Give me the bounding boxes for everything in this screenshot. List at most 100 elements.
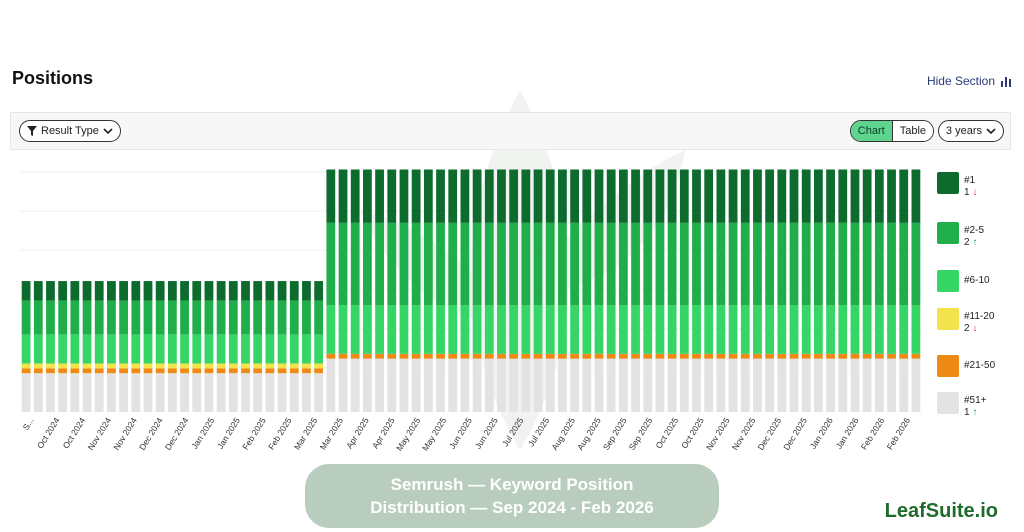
bar-stack[interactable] <box>21 281 31 412</box>
legend-item-11-20[interactable]: #11-20 2 ↓ <box>937 308 994 335</box>
bar-stack[interactable] <box>509 169 519 413</box>
bar-stack[interactable] <box>277 281 287 412</box>
bar-stack[interactable] <box>204 281 214 412</box>
bar-stack[interactable] <box>814 169 823 413</box>
legend-item-6-10[interactable]: #6-10 <box>937 270 990 292</box>
bar-stack[interactable] <box>765 169 775 413</box>
bar-stack[interactable] <box>302 281 311 412</box>
bar-stack[interactable] <box>326 169 336 413</box>
bar-stack[interactable] <box>436 169 445 413</box>
bar-stack[interactable] <box>582 169 592 413</box>
result-type-filter[interactable]: Result Type <box>19 120 121 142</box>
bar-stack[interactable] <box>887 169 896 413</box>
bar-stack[interactable] <box>826 169 835 413</box>
bar-stack[interactable] <box>692 169 701 413</box>
bar-stack[interactable] <box>289 281 299 412</box>
bar-stack[interactable] <box>704 169 714 413</box>
bar-stack[interactable] <box>155 281 165 412</box>
bar-stack[interactable] <box>753 169 762 413</box>
bar-stack[interactable] <box>679 169 689 413</box>
bar-stack[interactable] <box>594 169 604 413</box>
bar-stack[interactable] <box>521 169 531 413</box>
bar-stack[interactable] <box>606 169 616 413</box>
bar-segment <box>679 222 689 306</box>
bar-segment <box>21 300 31 335</box>
bar-stack[interactable] <box>180 281 189 412</box>
bar-stack[interactable] <box>314 281 324 412</box>
bar-stack[interactable] <box>33 281 43 412</box>
bar-stack[interactable] <box>387 169 397 413</box>
bar-stack[interactable] <box>350 169 360 413</box>
bar-stack[interactable] <box>399 169 409 413</box>
bar-stack[interactable] <box>655 169 665 413</box>
bar-stack[interactable] <box>862 169 872 413</box>
bar-stack[interactable] <box>728 169 738 413</box>
bar-stack[interactable] <box>740 169 750 413</box>
bar-segment <box>167 363 177 369</box>
bar-stack[interactable] <box>265 281 275 412</box>
date-range-select[interactable]: 3 years <box>937 120 1004 142</box>
bar-stack[interactable] <box>58 281 68 412</box>
bar-stack[interactable] <box>618 169 628 413</box>
bar-stack[interactable] <box>533 169 543 413</box>
bar-stack[interactable] <box>899 169 909 413</box>
bar-stack[interactable] <box>545 169 555 413</box>
bar-segment <box>728 169 738 223</box>
legend-item-2-5[interactable]: #2-5 2 ↑ <box>937 222 984 249</box>
bar-stack[interactable] <box>143 281 153 412</box>
bar-stack[interactable] <box>911 169 921 413</box>
bar-stack[interactable] <box>789 169 799 413</box>
table-view-tab[interactable]: Table <box>891 121 933 141</box>
bar-stack[interactable] <box>460 169 470 413</box>
bar-segment <box>338 222 348 306</box>
bar-stack[interactable] <box>484 169 494 413</box>
bar-stack[interactable] <box>558 169 567 413</box>
bar-segment <box>58 300 68 335</box>
bar-segment <box>692 169 701 223</box>
hide-section-button[interactable]: Hide Section <box>927 74 1012 88</box>
bar-stack[interactable] <box>667 169 677 413</box>
bar-stack[interactable] <box>850 169 860 413</box>
bar-stack[interactable] <box>631 169 640 413</box>
legend-item-1[interactable]: #1 1 ↓ <box>937 172 977 199</box>
bar-stack[interactable] <box>448 169 458 413</box>
bar-stack[interactable] <box>253 281 263 412</box>
bar-stack[interactable] <box>228 281 238 412</box>
bar-stack[interactable] <box>411 169 421 413</box>
bar-stack[interactable] <box>643 169 653 413</box>
bar-stack[interactable] <box>192 281 202 412</box>
bar-stack[interactable] <box>70 281 80 412</box>
bar-segment <box>753 353 762 359</box>
legend-item-51-plus[interactable]: #51+ 1 ↑ <box>937 392 987 419</box>
bar-stack[interactable] <box>497 169 506 413</box>
bar-stack[interactable] <box>423 169 433 413</box>
chart-view-tab[interactable]: Chart <box>850 121 892 141</box>
x-tick-label: May 2025 <box>420 416 448 453</box>
bar-stack[interactable] <box>801 169 811 413</box>
bar-stack[interactable] <box>375 169 384 413</box>
bar-stack[interactable] <box>216 281 226 412</box>
bar-stack[interactable] <box>119 281 128 412</box>
bar-segment <box>911 169 921 223</box>
bar-stack[interactable] <box>131 281 141 412</box>
bar-segment <box>716 222 726 306</box>
bar-stack[interactable] <box>94 281 104 412</box>
bar-stack[interactable] <box>874 169 884 413</box>
bar-segment <box>155 368 165 374</box>
legend-item-21-50[interactable]: #21-50 <box>937 355 995 377</box>
bar-stack[interactable] <box>777 169 787 413</box>
bar-stack[interactable] <box>107 281 116 412</box>
bar-segment <box>509 169 519 223</box>
bar-stack[interactable] <box>82 281 92 412</box>
bar-stack[interactable] <box>167 281 177 412</box>
bar-stack[interactable] <box>363 169 372 413</box>
bar-segment <box>545 169 555 223</box>
bar-stack[interactable] <box>241 281 250 412</box>
bar-stack[interactable] <box>838 169 848 413</box>
bar-segment <box>180 334 189 364</box>
bar-stack[interactable] <box>46 281 55 412</box>
bar-stack[interactable] <box>338 169 348 413</box>
bar-stack[interactable] <box>472 169 482 413</box>
bar-stack[interactable] <box>716 169 726 413</box>
bar-stack[interactable] <box>570 169 579 413</box>
